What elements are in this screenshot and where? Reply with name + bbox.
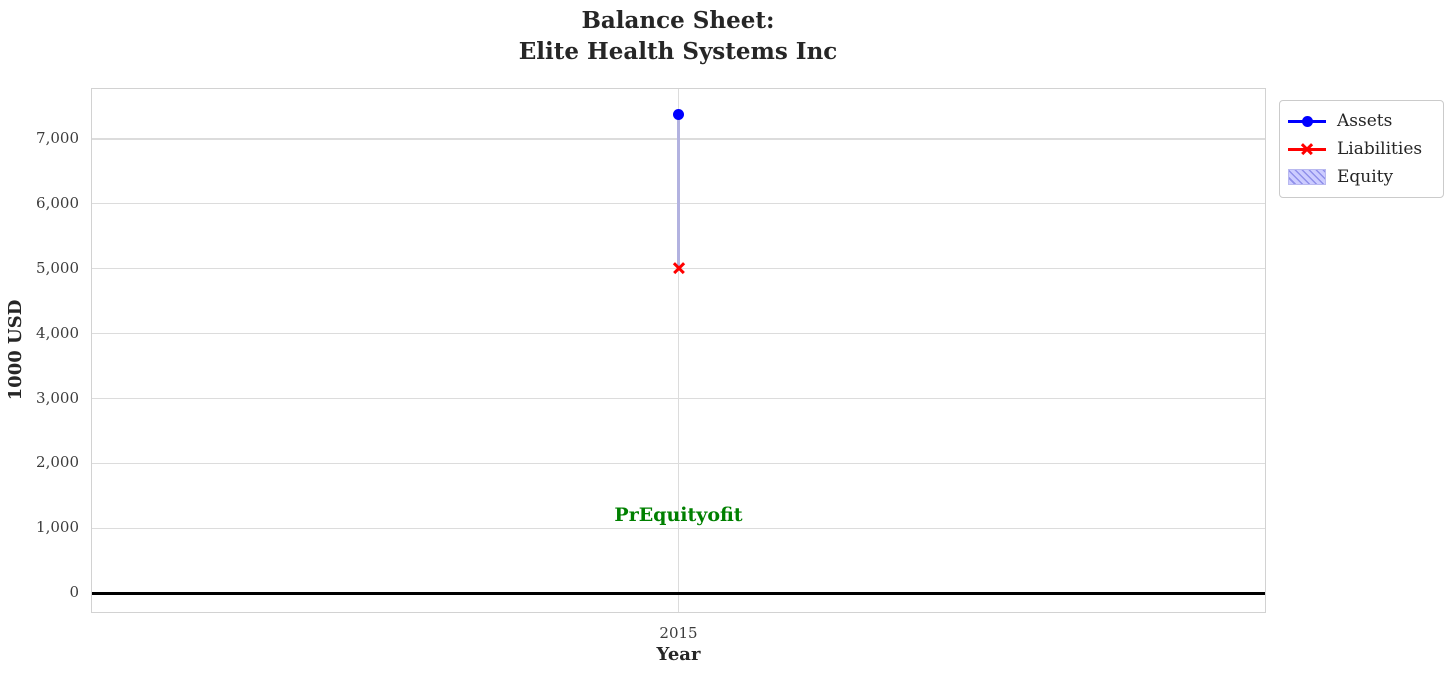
- y-tick-label: 6,000: [36, 193, 79, 212]
- y-tick-label: 3,000: [36, 388, 79, 407]
- h-gridline: [92, 527, 1265, 529]
- v-gridline: [677, 89, 680, 612]
- plot-area: PrEquityofit: [91, 88, 1266, 613]
- zero-baseline: [92, 591, 1265, 595]
- y-tick-label: 0: [69, 583, 79, 602]
- legend-label: Liabilities: [1337, 139, 1423, 159]
- liabilities-x-marker: [672, 261, 686, 275]
- x-axis-label: Year: [656, 644, 701, 665]
- h-gridline: [92, 462, 1265, 465]
- y-tick-label: 2,000: [36, 453, 79, 472]
- equity-area-connector: [677, 114, 680, 269]
- legend-item-equity: Equity: [1288, 163, 1433, 191]
- legend-label: Assets: [1337, 111, 1393, 131]
- y-tick-label: 7,000: [36, 128, 79, 147]
- x-tick-label: 2015: [659, 624, 698, 642]
- chart-title: Balance Sheet: Elite Health Systems Inc: [91, 5, 1265, 67]
- assets-point-marker: [673, 108, 684, 120]
- legend-item-liabilities: Liabilities: [1288, 135, 1433, 163]
- h-gridline: [92, 333, 1265, 335]
- legend-label: Equity: [1337, 167, 1394, 187]
- legend-x: [1300, 142, 1314, 156]
- legend-circle: [1301, 115, 1313, 127]
- legend-item-assets: Assets: [1288, 107, 1433, 135]
- chart-title-line1: Balance Sheet:: [581, 7, 775, 34]
- legend: Assets Liabilities Equity: [1279, 100, 1444, 198]
- liabilities-legend-marker-icon: [1288, 141, 1326, 157]
- y-tick-label: 1,000: [36, 518, 79, 537]
- equity-legend-marker-icon: [1288, 169, 1326, 185]
- y-tick-label: 5,000: [36, 258, 79, 277]
- y-tick-label: 4,000: [36, 323, 79, 342]
- h-gridline: [92, 397, 1265, 400]
- legend-hatched-patch: [1288, 169, 1326, 185]
- chart-annotation: PrEquityofit: [614, 504, 743, 527]
- assets-legend-marker-icon: [1288, 113, 1326, 129]
- chart-title-line2: Elite Health Systems Inc: [518, 38, 838, 65]
